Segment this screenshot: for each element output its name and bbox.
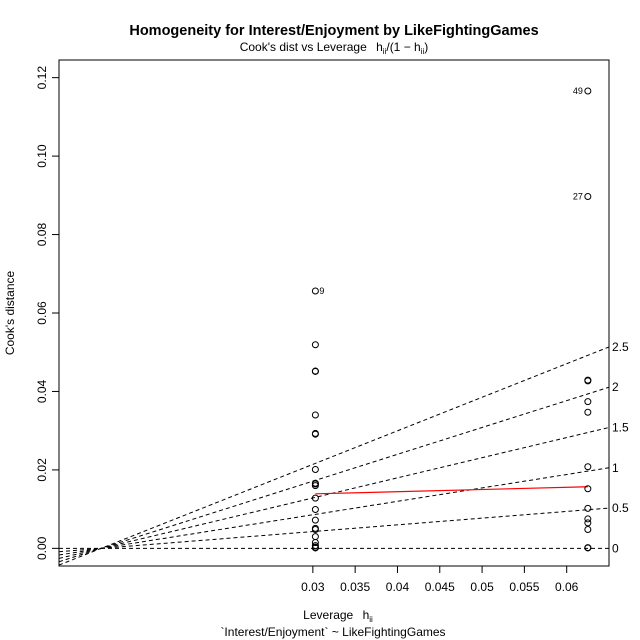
smoother-layer bbox=[315, 486, 588, 495]
point-label-9: 9 bbox=[319, 286, 324, 296]
chart-title: Homogeneity for Interest/Enjoyment by Li… bbox=[129, 23, 538, 39]
point-11 bbox=[311, 494, 319, 502]
point-13 bbox=[311, 516, 319, 524]
point-label-49: 49 bbox=[573, 86, 583, 96]
y-axis-label: Cook's distance bbox=[3, 271, 17, 356]
y-tick-label-3: 0.06 bbox=[35, 301, 49, 325]
point-32 bbox=[584, 526, 592, 534]
point-24 bbox=[584, 377, 592, 385]
point-34 bbox=[584, 544, 592, 552]
contour-label-0: 0 bbox=[612, 541, 619, 555]
point-10 bbox=[311, 482, 319, 490]
x-tick-label-2: 0.04 bbox=[386, 580, 410, 594]
x-tick-label-6: 0.06 bbox=[555, 580, 579, 594]
x-tick-label-4: 0.05 bbox=[470, 580, 494, 594]
x-axis-label-ii: ii bbox=[369, 615, 373, 624]
point-26 bbox=[584, 408, 592, 416]
points-layer: 9 49 27 bbox=[311, 86, 592, 552]
y-tick-label-6: 0.12 bbox=[35, 66, 49, 90]
contour-label-2: 1 bbox=[612, 461, 619, 475]
formula-label: `Interest/Enjoyment` ~ LikeFightingGames bbox=[220, 625, 445, 639]
x-tick-label-0: 0.03 bbox=[301, 580, 325, 594]
point-6 bbox=[311, 430, 319, 438]
point-7 bbox=[311, 466, 319, 474]
y-axis: 0.00 0.02 0.04 0.06 0.08 0.10 0.12 bbox=[35, 66, 60, 560]
point-28 bbox=[584, 485, 592, 493]
point-0 bbox=[311, 287, 319, 295]
cooks-contours bbox=[59, 346, 609, 566]
point-12 bbox=[311, 506, 319, 514]
point-16 bbox=[311, 533, 319, 541]
plot-area: 9 49 27 0 0.5 1 1.5 2 2.5 bbox=[58, 59, 629, 567]
point-3 bbox=[311, 367, 319, 375]
subtitle-ii: ii bbox=[383, 47, 387, 56]
point-21 bbox=[584, 87, 592, 95]
x-axis: 0.03 0.035 0.04 0.045 0.05 0.055 0.06 bbox=[301, 565, 579, 594]
point-27 bbox=[584, 463, 592, 471]
x-tick-label-5: 0.055 bbox=[509, 580, 539, 594]
chart-subtitle: Cook's dist vs Leverage hii/(1 − hii) bbox=[240, 40, 429, 56]
point-31 bbox=[584, 519, 592, 527]
point-22 bbox=[584, 193, 592, 201]
point-4 bbox=[311, 411, 319, 419]
subtitle-prefix: Cook's dist vs Leverage bbox=[240, 40, 367, 54]
y-tick-label-5: 0.10 bbox=[35, 144, 49, 168]
point-1 bbox=[311, 341, 319, 349]
contour-labels: 0 0.5 1 1.5 2 2.5 bbox=[612, 340, 629, 555]
contour-line-2 bbox=[59, 467, 609, 556]
point-30 bbox=[584, 515, 592, 523]
contour-line-5 bbox=[59, 346, 609, 566]
subtitle-ii-2: ii bbox=[421, 47, 425, 56]
point-29 bbox=[584, 504, 592, 512]
subtitle-open: (1 − h bbox=[390, 40, 421, 54]
y-tick-label-4: 0.08 bbox=[35, 223, 49, 247]
x-axis-label-h: h bbox=[363, 608, 370, 622]
y-tick-label-2: 0.04 bbox=[35, 379, 49, 403]
point-25 bbox=[584, 398, 592, 406]
x-axis-label-text: Leverage bbox=[303, 608, 353, 622]
contour-label-4: 2 bbox=[612, 380, 619, 394]
x-tick-label-3: 0.045 bbox=[425, 580, 455, 594]
contour-line-1 bbox=[59, 507, 609, 553]
contour-line-4 bbox=[59, 386, 609, 563]
plot-frame bbox=[58, 59, 610, 567]
contour-label-1: 0.5 bbox=[612, 501, 629, 515]
subtitle-slash: / bbox=[386, 40, 390, 54]
y-tick-label-1: 0.02 bbox=[35, 458, 49, 482]
contour-label-3: 1.5 bbox=[612, 420, 629, 434]
contour-label-5: 2.5 bbox=[612, 340, 629, 354]
point-17 bbox=[311, 538, 319, 546]
smoother-line bbox=[315, 486, 588, 495]
x-tick-label-1: 0.035 bbox=[340, 580, 370, 594]
y-tick-label-0: 0.00 bbox=[35, 536, 49, 560]
point-label-27: 27 bbox=[573, 192, 583, 202]
point-20 bbox=[311, 544, 319, 552]
x-axis-label: Leverage hii bbox=[303, 608, 373, 624]
point-15 bbox=[311, 526, 319, 534]
subtitle-close: ) bbox=[424, 40, 428, 54]
subtitle-h: h bbox=[376, 40, 383, 54]
